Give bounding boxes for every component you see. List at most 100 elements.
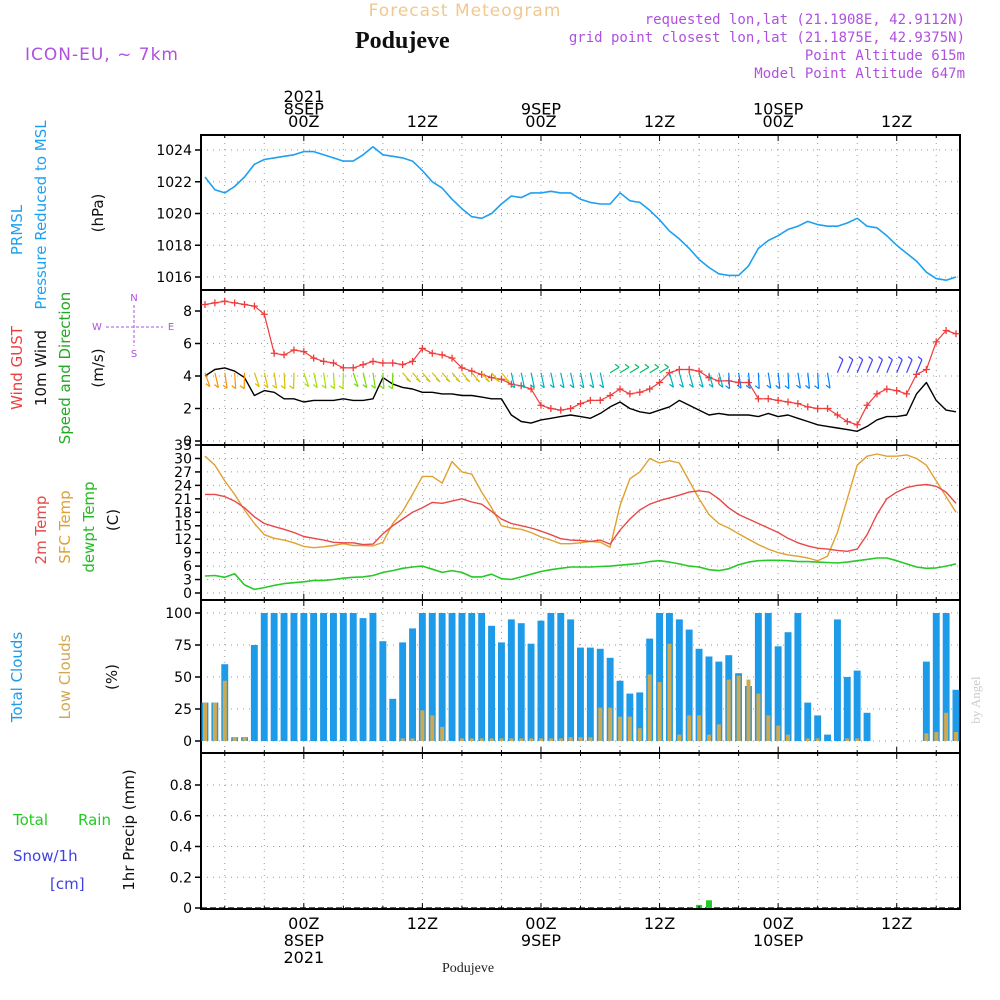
wind-direction-arrow-head xyxy=(868,356,873,361)
bar-total-clouds xyxy=(784,632,792,741)
pressure-labels: PRMSL Pressure Reduced to MSL (hPa) xyxy=(8,120,107,310)
gust-point xyxy=(794,400,802,408)
gust-point xyxy=(616,385,624,393)
ytick-label-pressure: 1018 xyxy=(156,238,192,254)
bar-total-clouds xyxy=(458,613,466,741)
gust-point xyxy=(705,374,713,382)
bar-low-clouds xyxy=(519,738,524,741)
gust-point xyxy=(873,390,881,398)
wind-direction-arrow xyxy=(757,372,760,389)
bar-total-clouds xyxy=(320,613,327,741)
time-top-label: 9SEP xyxy=(521,100,561,119)
wind-direction-arrow xyxy=(738,372,742,389)
wind-direction-arrow-head xyxy=(736,384,742,389)
bar-total-clouds xyxy=(586,647,594,741)
bar-total-clouds xyxy=(715,661,723,741)
time-bottom-label: 2021 xyxy=(283,948,324,967)
wind-direction-arrow xyxy=(826,372,831,389)
bar-low-clouds xyxy=(222,680,227,741)
bar-total-clouds xyxy=(794,613,802,741)
bar-low-clouds xyxy=(548,738,553,741)
wind-direction-arrow xyxy=(520,372,526,388)
series-2m-temp xyxy=(205,483,957,552)
wind-direction-arrow xyxy=(639,366,650,374)
bar-total-clouds xyxy=(507,619,515,741)
wind-direction-arrow xyxy=(896,359,903,373)
wind-direction-arrow xyxy=(234,372,237,389)
wind-direction-arrow-head xyxy=(455,378,461,383)
wind-direction-arrow-head xyxy=(887,356,893,361)
pressure-label-name: Pressure Reduced to MSL xyxy=(32,120,50,310)
gust-point xyxy=(497,375,505,383)
bar-low-clouds xyxy=(726,679,731,741)
watermark: by Angel xyxy=(968,676,983,724)
dew-label: dewpt Temp xyxy=(80,481,98,572)
wind-direction-arrow xyxy=(322,372,327,389)
wind-direction-arrow xyxy=(876,359,884,373)
time-bottom-label: 12Z xyxy=(644,914,675,933)
bar-total-clouds xyxy=(488,625,495,741)
compass-icon: N S W E xyxy=(92,293,174,360)
wind-direction-arrow-head xyxy=(775,385,781,389)
wind-dir-label: Speed and Direction xyxy=(56,292,74,445)
requested-lonlat: requested lon,lat (21.1908E, 42.9112N) xyxy=(645,12,965,28)
wind-direction-arrow-head xyxy=(634,363,640,368)
time-top-label: 00Z xyxy=(762,112,793,131)
wind-direction-arrow-head xyxy=(475,378,481,383)
series-sfc-temp xyxy=(204,453,957,562)
bar-total-clouds xyxy=(389,698,397,741)
bar-total-clouds xyxy=(399,642,407,741)
time-top-label: 00Z xyxy=(288,112,319,131)
bar-low-clouds xyxy=(657,682,662,741)
wind-direction-arrow-head xyxy=(766,384,772,389)
wind-direction-arrow-head xyxy=(465,378,471,383)
wind-direction-arrow-head xyxy=(406,378,411,383)
ytick-label-temperature: 6 xyxy=(183,559,192,575)
gust-point xyxy=(784,398,792,406)
bar-total-clouds xyxy=(834,619,841,741)
rain-label-b: Rain xyxy=(78,811,111,829)
bar-low-clouds xyxy=(924,733,929,741)
bar-total-clouds xyxy=(567,619,575,741)
ytick-label-pressure: 1022 xyxy=(156,175,192,191)
total-clouds-label: Total Clouds xyxy=(8,632,26,724)
gust-point xyxy=(843,418,851,425)
wind-direction-arrow xyxy=(836,359,844,373)
wind-direction-arrow xyxy=(659,366,669,374)
time-bottom-label: 8SEP xyxy=(284,931,324,950)
gust-point xyxy=(250,302,258,310)
wind-direction-arrow-head xyxy=(222,384,228,389)
gust-point xyxy=(685,366,693,373)
pressure-unit: (hPa) xyxy=(89,194,107,233)
time-bottom-label: 00Z xyxy=(288,914,319,933)
gust-point xyxy=(290,346,298,354)
ytick-label-temperature: 12 xyxy=(174,532,192,548)
bar-low-clouds xyxy=(786,734,790,741)
wind-direction-arrow-head xyxy=(917,356,923,361)
bar-low-clouds xyxy=(489,738,494,741)
bar-total-clouds xyxy=(863,712,871,741)
gust-point xyxy=(833,411,841,419)
bar-low-clouds xyxy=(647,674,652,741)
bar-total-clouds xyxy=(527,643,535,741)
wind-direction-arrow-head xyxy=(370,384,376,389)
wind-direction-arrow-head xyxy=(353,383,359,388)
bar-total-clouds xyxy=(339,613,347,741)
gust-point xyxy=(399,361,407,369)
ytick-label-temperature: 30 xyxy=(174,451,192,467)
wind-direction-arrow-head xyxy=(614,363,620,368)
ytick-label-clouds: 0 xyxy=(183,734,192,750)
wind-direction-arrow xyxy=(619,366,630,374)
time-bottom-label: 12Z xyxy=(881,914,912,933)
wind-direction-arrow-head xyxy=(805,385,810,389)
location-title: Podujeve xyxy=(355,28,450,54)
time-top-label: 8SEP xyxy=(284,100,324,119)
gust-point xyxy=(577,400,584,408)
gust-point xyxy=(300,348,308,356)
wind-direction-arrow xyxy=(579,372,585,388)
gust-point xyxy=(764,395,772,403)
gridpoint-lonlat: grid point closest lon,lat (21.1875E, 42… xyxy=(569,30,965,46)
gust-point xyxy=(231,299,239,307)
wind-direction-arrow xyxy=(886,359,893,373)
